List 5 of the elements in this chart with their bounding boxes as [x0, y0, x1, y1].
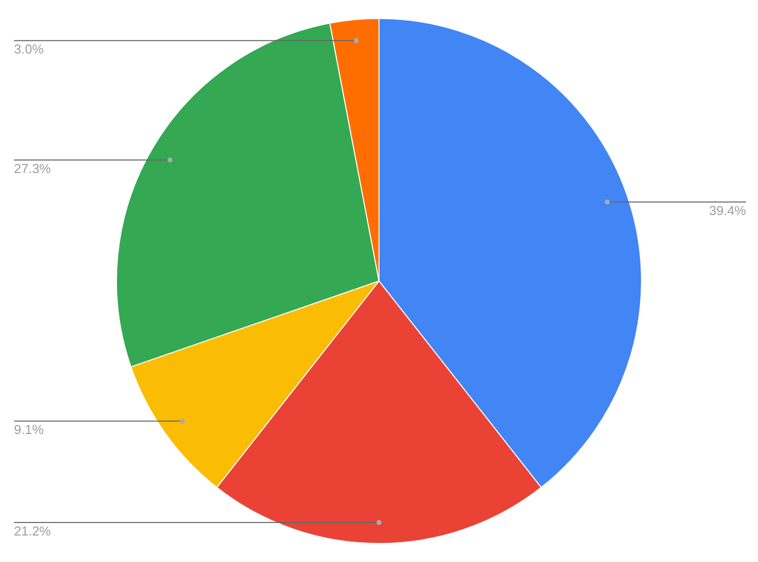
data-label: 39.4%: [709, 203, 746, 218]
data-label: 27.3%: [14, 161, 52, 176]
data-label: 21.2%: [14, 524, 52, 539]
data-label: 9.1%: [14, 422, 44, 438]
data-label: 3.0%: [14, 42, 44, 57]
